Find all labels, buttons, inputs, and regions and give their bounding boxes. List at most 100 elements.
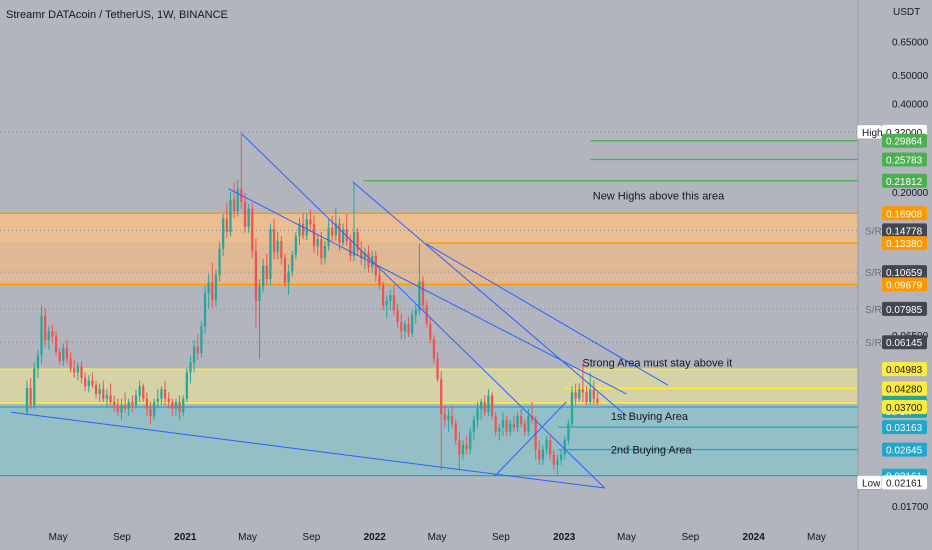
candle-body[interactable] xyxy=(91,380,94,385)
candle-body[interactable] xyxy=(476,408,479,420)
candle-body[interactable] xyxy=(520,415,523,424)
candle-body[interactable] xyxy=(203,292,207,327)
candle-body[interactable] xyxy=(113,401,116,406)
candle-body[interactable] xyxy=(556,459,559,465)
candle-body[interactable] xyxy=(87,380,90,387)
candle-body[interactable] xyxy=(200,326,203,354)
candle-body[interactable] xyxy=(131,401,134,406)
candle-body[interactable] xyxy=(320,239,323,259)
candle-body[interactable] xyxy=(436,358,439,380)
candle-body[interactable] xyxy=(538,449,541,460)
candle-body[interactable] xyxy=(360,250,363,259)
candle-body[interactable] xyxy=(465,444,468,450)
candle-body[interactable] xyxy=(374,255,377,276)
candle-body[interactable] xyxy=(378,275,381,286)
candle-body[interactable] xyxy=(421,281,425,306)
candle-body[interactable] xyxy=(156,398,159,402)
candle-body[interactable] xyxy=(236,188,239,212)
candle-body[interactable] xyxy=(138,386,141,396)
candle-body[interactable] xyxy=(229,199,232,232)
candle-body[interactable] xyxy=(123,405,127,409)
candle-body[interactable] xyxy=(563,440,566,455)
candle-body[interactable] xyxy=(280,241,283,259)
candle-body[interactable] xyxy=(534,419,537,450)
candle-body[interactable] xyxy=(316,239,319,246)
candle-body[interactable] xyxy=(149,408,152,416)
candle-body[interactable] xyxy=(461,444,465,455)
candle-body[interactable] xyxy=(530,415,534,420)
candle-body[interactable] xyxy=(450,415,454,424)
candle-body[interactable] xyxy=(411,315,414,334)
candle-body[interactable] xyxy=(276,241,279,252)
candle-body[interactable] xyxy=(418,281,421,311)
candle-body[interactable] xyxy=(44,316,47,341)
candle-body[interactable] xyxy=(552,454,555,465)
candle-body[interactable] xyxy=(345,229,348,242)
candle-body[interactable] xyxy=(341,229,345,243)
candle-body[interactable] xyxy=(196,346,199,354)
candle-body[interactable] xyxy=(272,229,276,252)
candle-body[interactable] xyxy=(305,219,308,236)
candle-body[interactable] xyxy=(98,389,101,394)
candle-body[interactable] xyxy=(443,414,446,420)
candle-body[interactable] xyxy=(232,199,236,212)
candle-body[interactable] xyxy=(225,218,228,232)
candle-body[interactable] xyxy=(218,248,221,276)
candle-body[interactable] xyxy=(65,347,69,359)
candle-body[interactable] xyxy=(327,227,330,246)
candle-body[interactable] xyxy=(283,258,287,283)
candle-body[interactable] xyxy=(83,377,87,387)
candle-body[interactable] xyxy=(302,223,305,236)
candle-body[interactable] xyxy=(407,323,410,334)
candle-body[interactable] xyxy=(367,252,370,267)
candle-body[interactable] xyxy=(76,366,79,373)
candle-body[interactable] xyxy=(251,208,254,251)
candle-body[interactable] xyxy=(211,282,214,301)
candle-body[interactable] xyxy=(29,387,32,406)
candle-body[interactable] xyxy=(396,310,399,323)
candle-body[interactable] xyxy=(222,218,225,249)
candle-body[interactable] xyxy=(109,395,112,402)
candle-body[interactable] xyxy=(596,398,599,403)
candle-body[interactable] xyxy=(454,423,457,441)
candle-body[interactable] xyxy=(94,384,98,394)
candle-body[interactable] xyxy=(116,405,119,413)
candle-body[interactable] xyxy=(25,387,29,412)
candle-body[interactable] xyxy=(458,440,461,455)
candle-body[interactable] xyxy=(309,219,312,225)
candle-body[interactable] xyxy=(392,295,396,311)
candle-body[interactable] xyxy=(54,336,58,352)
candle-body[interactable] xyxy=(153,401,156,416)
candle-body[interactable] xyxy=(589,389,592,402)
candle-body[interactable] xyxy=(483,401,486,413)
candle-body[interactable] xyxy=(62,347,65,362)
candle-body[interactable] xyxy=(432,339,436,359)
candle-body[interactable] xyxy=(512,423,515,428)
candle-body[interactable] xyxy=(262,265,265,287)
candle-body[interactable] xyxy=(171,401,174,409)
candle-body[interactable] xyxy=(193,346,196,363)
candle-body[interactable] xyxy=(291,254,294,272)
candle-body[interactable] xyxy=(487,395,490,413)
candle-body[interactable] xyxy=(447,415,450,420)
candle-body[interactable] xyxy=(80,366,83,378)
candle-body[interactable] xyxy=(207,282,210,293)
candle-body[interactable] xyxy=(58,351,61,362)
candle-body[interactable] xyxy=(254,250,258,301)
candle-body[interactable] xyxy=(323,245,327,259)
candle-body[interactable] xyxy=(509,423,512,432)
candle-body[interactable] xyxy=(298,223,301,237)
candle-body[interactable] xyxy=(469,431,472,450)
candle-body[interactable] xyxy=(400,322,403,332)
candle-body[interactable] xyxy=(592,389,595,399)
candle-body[interactable] xyxy=(381,285,385,306)
candle-body[interactable] xyxy=(142,386,145,399)
candle-body[interactable] xyxy=(73,368,76,373)
candle-body[interactable] xyxy=(549,440,552,455)
candle-body[interactable] xyxy=(243,201,247,227)
candle-body[interactable] xyxy=(174,401,178,409)
candle-body[interactable] xyxy=(51,331,54,337)
candle-body[interactable] xyxy=(349,241,352,256)
candle-body[interactable] xyxy=(570,392,574,424)
candle-body[interactable] xyxy=(134,395,138,406)
